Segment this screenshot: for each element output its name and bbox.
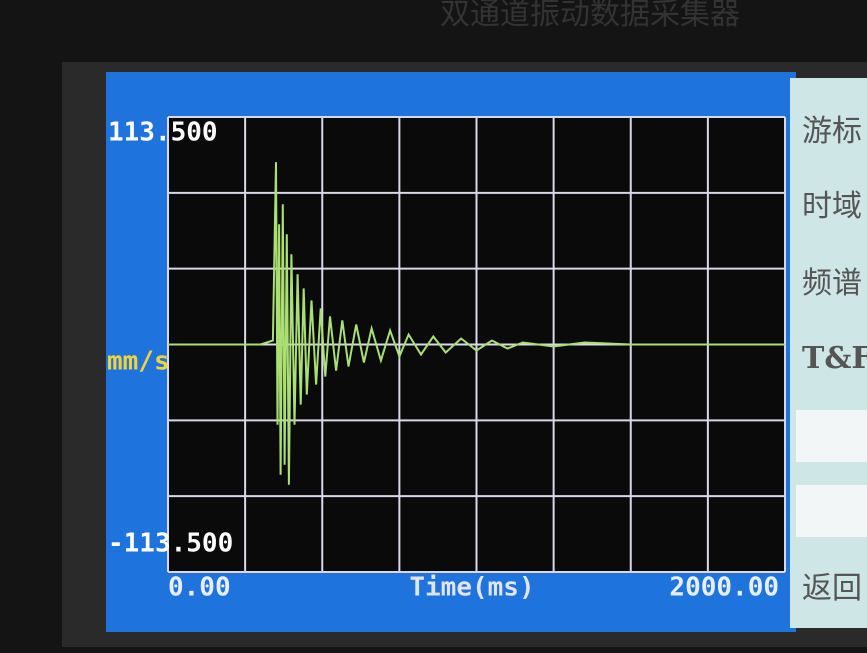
y-tick-label: -113.500	[108, 529, 233, 559]
button-label: 返回	[802, 571, 862, 606]
button-label: 游标	[802, 114, 862, 149]
button[interactable]	[796, 410, 867, 462]
button-label: T&F	[802, 341, 867, 376]
button-label: 时域	[802, 189, 862, 224]
x-tick-label: 2000.00	[669, 573, 779, 603]
button[interactable]: 频谱	[802, 266, 862, 301]
device-title: 双通道振动数据采集器	[440, 0, 740, 32]
page: {"device_title": "双通道振动数据采集器", "chart_da…	[0, 0, 867, 653]
button[interactable]: 游标	[802, 114, 862, 149]
screen: 双通道振动数据采集器 -113.500 113.500 0.00 2000.00 mm/…	[0, 0, 867, 653]
button[interactable]: T&F	[802, 341, 867, 376]
y-tick-label: 113.500	[108, 118, 218, 148]
button[interactable]: 时域	[802, 189, 862, 224]
button[interactable]	[796, 485, 867, 537]
x-tick-label: 0.00	[168, 573, 231, 603]
button[interactable]: 返回	[802, 571, 862, 606]
x-axis-label: Time(ms)	[409, 573, 534, 603]
button-label: 频谱	[802, 266, 862, 301]
y-axis-label: mm/s	[107, 347, 170, 377]
